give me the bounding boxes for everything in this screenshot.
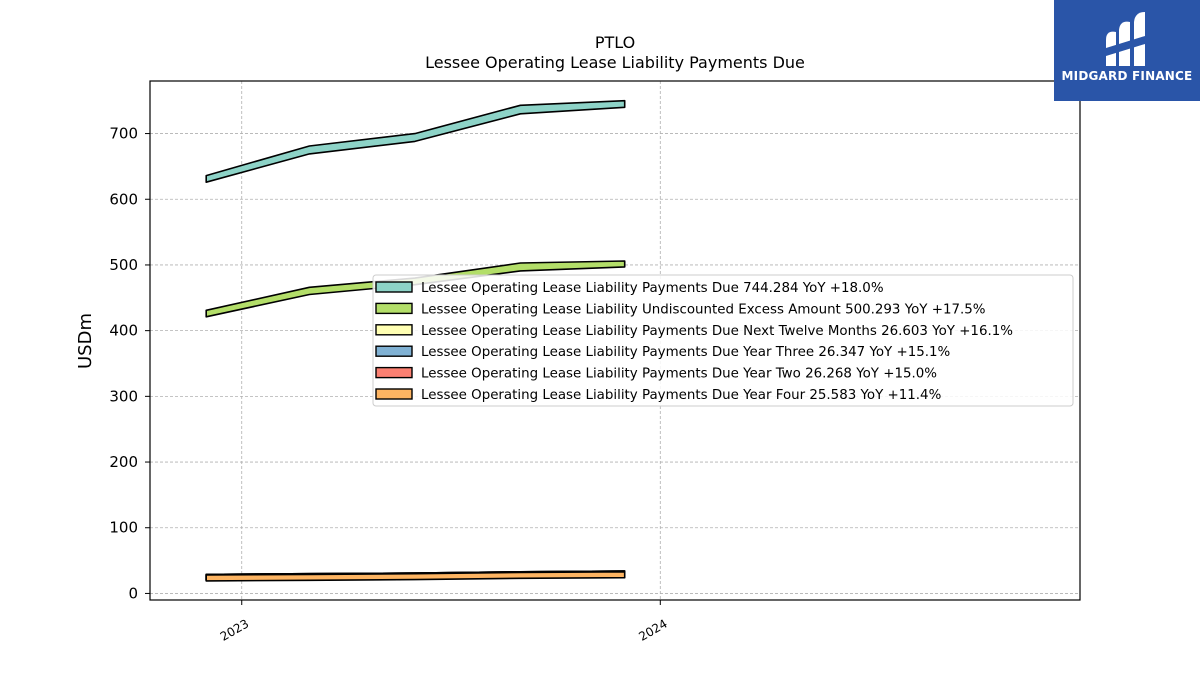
legend-entry: Lessee Operating Lease Liability Payment… (421, 324, 1013, 339)
y-tick-label: 400 (109, 322, 138, 340)
legend-swatch (375, 324, 413, 336)
legend: Lessee Operating Lease Liability Payment… (372, 274, 1074, 407)
legend-swatch (375, 345, 413, 357)
legend-entry: Lessee Operating Lease Liability Payment… (421, 388, 941, 403)
x-tick-label: 2024 (636, 616, 669, 643)
logo-text: MIDGARD FINANCE (1061, 69, 1193, 83)
legend-entry: Lessee Operating Lease Liability Payment… (421, 281, 884, 296)
legend-entry: Lessee Operating Lease Liability Payment… (421, 367, 937, 382)
legend-box (372, 274, 1074, 407)
legend-swatch (375, 281, 413, 293)
legend-swatch (375, 388, 413, 400)
series-area-6 (205, 570, 626, 582)
plot-frame (149, 80, 1081, 601)
chart-subtitle: Lessee Operating Lease Liability Payment… (425, 53, 805, 72)
x-tick-label: 2023 (218, 616, 251, 643)
series-area-1 (205, 99, 626, 183)
legend-swatch (375, 302, 413, 315)
chart-title: PTLO (595, 33, 635, 52)
legend-entry: Lessee Operating Lease Liability Undisco… (421, 302, 985, 317)
y-axis-label: USDm (75, 313, 96, 369)
y-tick-label: 500 (109, 256, 138, 274)
legend-swatch (375, 366, 413, 379)
y-tick-label: 700 (109, 125, 138, 143)
y-tick-label: 200 (109, 453, 138, 471)
axis-ticks: 0 100 200 300 400 500 600 700 2023 2024 (109, 125, 669, 644)
brand-logo: MIDGARD FINANCE (1054, 0, 1200, 101)
legend-entry: Lessee Operating Lease Liability Payment… (421, 345, 950, 360)
y-tick-label: 0 (128, 584, 138, 602)
y-tick-label: 600 (109, 190, 138, 208)
y-tick-label: 300 (109, 387, 138, 405)
y-tick-label: 100 (109, 519, 138, 537)
logo-mark-icon (1106, 12, 1145, 66)
